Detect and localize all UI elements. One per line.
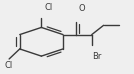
Text: O: O <box>78 4 85 13</box>
Text: Cl: Cl <box>44 3 53 12</box>
Text: Cl: Cl <box>5 61 13 70</box>
Text: Br: Br <box>92 52 101 61</box>
